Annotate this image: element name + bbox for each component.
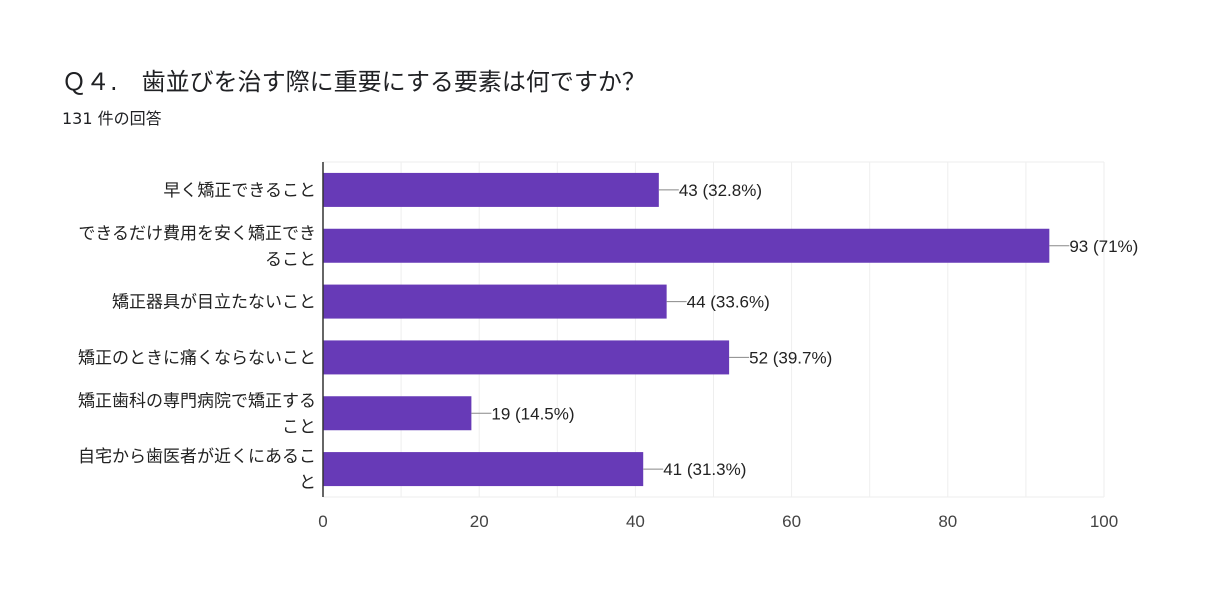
data-label: 19 (14.5%) (491, 404, 574, 423)
bar (323, 340, 730, 375)
x-tick-label: 0 (318, 512, 327, 531)
data-label: 43 (32.8%) (679, 181, 762, 200)
bar (323, 228, 1050, 263)
category-label: 自宅から歯医者が近くにあるこ (78, 447, 316, 467)
category-label: できるだけ費用を安く矯正でき (78, 224, 316, 244)
data-label: 52 (39.7%) (749, 348, 832, 367)
x-tick-label: 60 (782, 512, 801, 531)
chart-tick-labels: 0 20 40 60 80 100 (318, 512, 1118, 531)
x-tick-label: 40 (626, 512, 645, 531)
chart-category-labels: 早く矯正できることできるだけ費用を安く矯正できること矯正器具が目立たないこと矯正… (78, 181, 316, 493)
data-label: 93 (71%) (1069, 237, 1138, 256)
chart-gridlines (322, 161, 1105, 498)
category-label: ること (265, 250, 316, 270)
question-title: Ｑ４. 歯並びを治す際に重要にする要素は何ですか？ (62, 68, 646, 96)
bar (323, 396, 472, 431)
chart-bars: 43 (32.8%) 93 (71%) 44 (33.6%) 52 (39.7%) 19… (323, 172, 1138, 487)
category-label: 矯正歯科の専門病院で矯正する (78, 391, 316, 411)
x-tick-label: 20 (470, 512, 489, 531)
category-label: 早く矯正できること (163, 181, 316, 201)
response-count: 131 件の回答 (62, 109, 162, 128)
category-label: 矯正のときに痛くならないこと (78, 348, 316, 368)
bar (323, 172, 659, 207)
data-label: 41 (31.3%) (663, 460, 746, 479)
bar (323, 284, 667, 319)
x-tick-label: 80 (938, 512, 957, 531)
x-tick-label: 100 (1090, 512, 1118, 531)
data-label: 44 (33.6%) (687, 293, 770, 312)
category-label: こと (282, 417, 316, 437)
category-label: 矯正器具が目立たないこと (112, 293, 316, 313)
bar (323, 452, 644, 487)
category-label: と (299, 473, 316, 493)
